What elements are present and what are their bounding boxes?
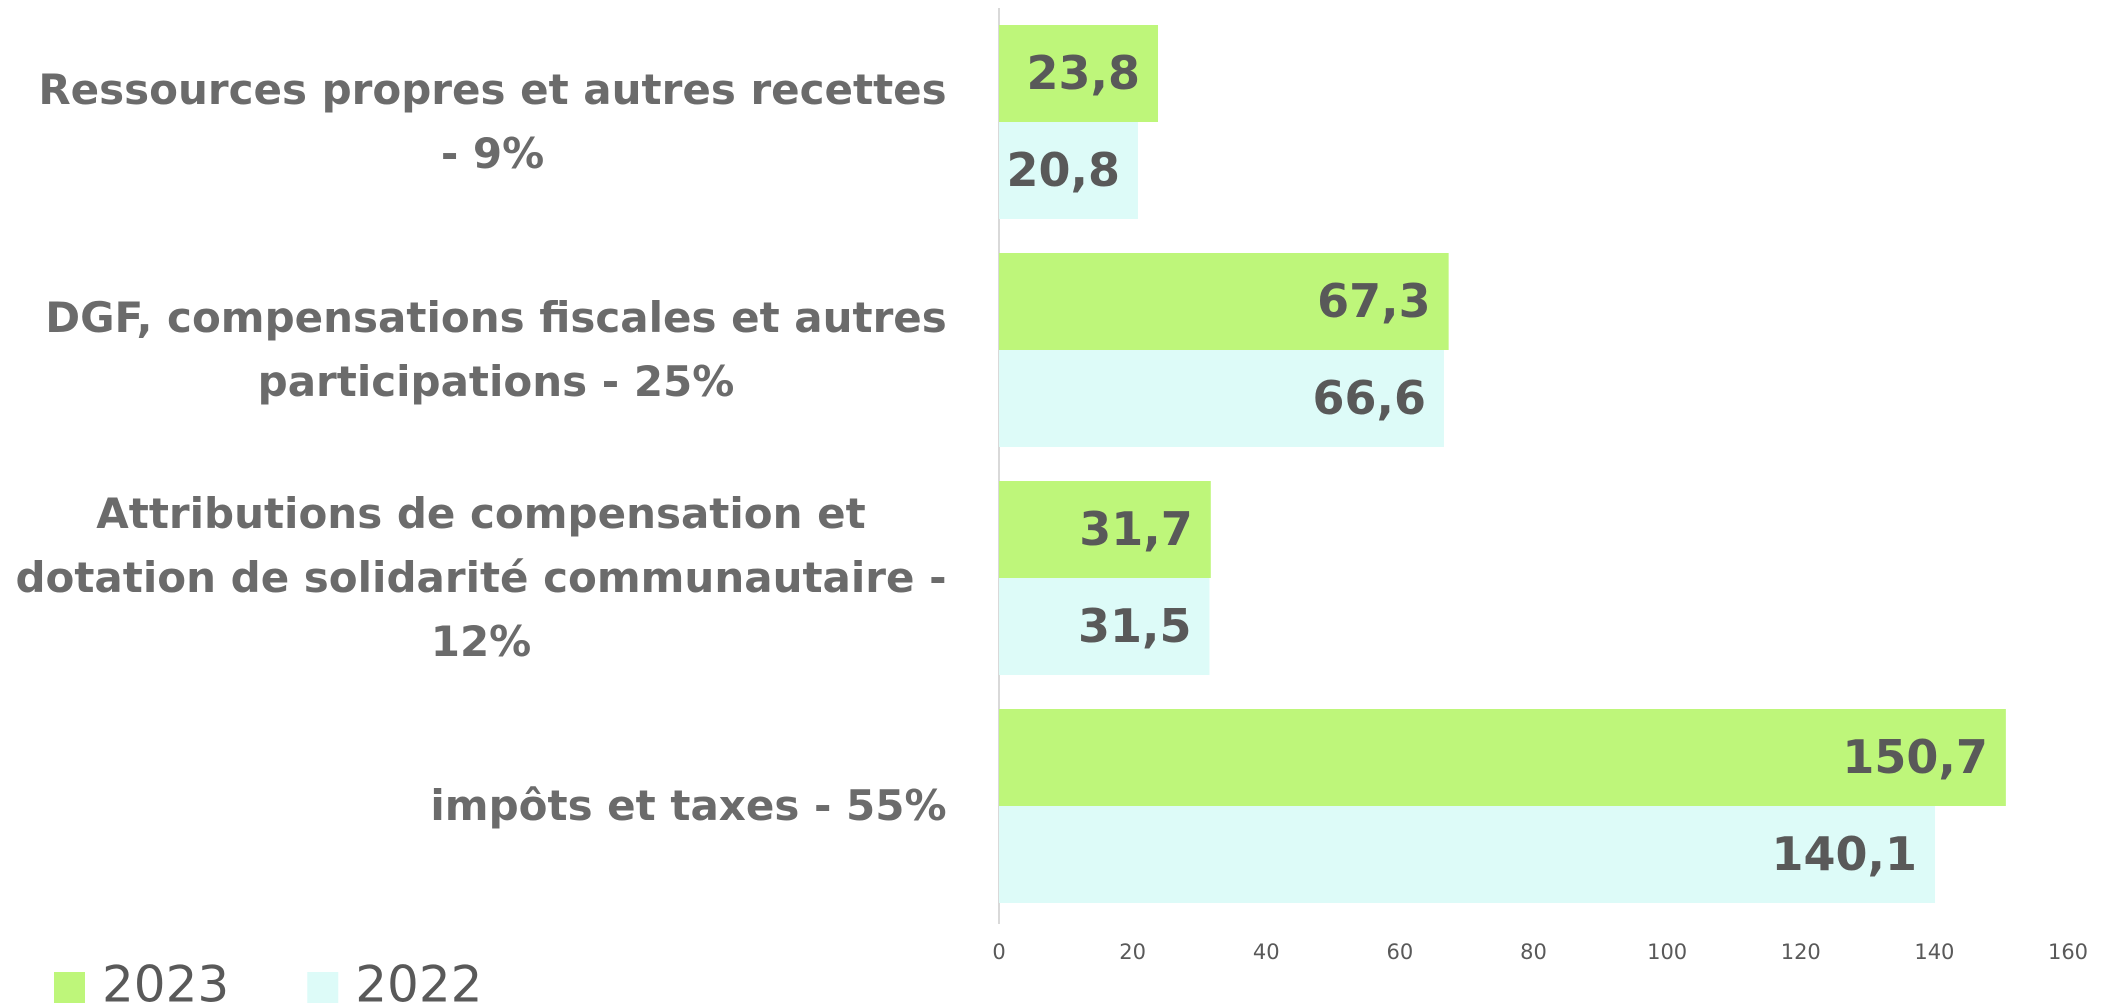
x-tick-label: 140 bbox=[1914, 940, 1954, 964]
x-tick-label: 40 bbox=[1253, 940, 1280, 964]
legend-swatch bbox=[54, 972, 85, 1003]
bar bbox=[999, 806, 1936, 903]
bar bbox=[999, 578, 1210, 675]
category-label: Attributions de compensation et dotation… bbox=[15, 489, 947, 666]
x-tick-label: 60 bbox=[1387, 940, 1414, 964]
data-label: 67,3 bbox=[1317, 274, 1431, 328]
x-tick-label: 100 bbox=[1647, 940, 1687, 964]
bar bbox=[999, 350, 1444, 447]
x-tick-label: 0 bbox=[992, 940, 1005, 964]
bar bbox=[999, 481, 1211, 578]
category-label: impôts et taxes - 55% bbox=[430, 781, 947, 830]
legend-label: 2023 bbox=[102, 956, 229, 1006]
legend-swatch bbox=[307, 972, 339, 1003]
data-label: 140,1 bbox=[1772, 827, 1918, 881]
bar bbox=[999, 709, 2006, 806]
data-label: 23,8 bbox=[1027, 46, 1141, 100]
bar bbox=[999, 122, 1138, 219]
x-tick-label: 20 bbox=[1119, 940, 1146, 964]
data-label: 150,7 bbox=[1842, 730, 1988, 784]
category-label: DGF, compensations fiscales et autres pa… bbox=[45, 293, 947, 406]
bar bbox=[999, 253, 1449, 350]
x-tick-label: 160 bbox=[2048, 940, 2088, 964]
bar bbox=[999, 25, 1159, 122]
data-label: 31,5 bbox=[1078, 599, 1192, 653]
category-label: Ressources propres et autres recettes - … bbox=[38, 65, 947, 178]
legend-label: 2022 bbox=[355, 956, 482, 1006]
x-tick-label: 120 bbox=[1781, 940, 1821, 964]
data-label: 20,8 bbox=[1006, 143, 1120, 197]
data-label: 31,7 bbox=[1079, 502, 1193, 556]
x-tick-label: 80 bbox=[1520, 940, 1547, 964]
data-label: 66,6 bbox=[1312, 371, 1426, 425]
